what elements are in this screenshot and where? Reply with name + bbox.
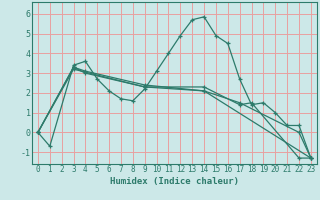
X-axis label: Humidex (Indice chaleur): Humidex (Indice chaleur) bbox=[110, 177, 239, 186]
